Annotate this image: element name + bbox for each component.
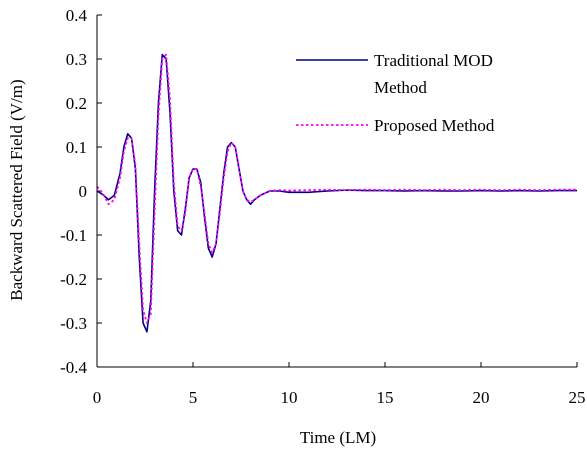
y-axis-title: Backward Scattered Field (V/m) <box>7 79 26 300</box>
y-tick-label: 0.2 <box>66 94 87 113</box>
x-tick-label: 10 <box>281 388 298 407</box>
x-tick-label: 20 <box>473 388 490 407</box>
x-tick-label: 15 <box>377 388 394 407</box>
legend-label-2: Proposed Method <box>374 116 495 135</box>
legend-label-1: Method <box>374 78 427 97</box>
axes-layer <box>96 15 577 368</box>
y-tick-label: 0.3 <box>66 50 87 69</box>
y-tick-label: 0.1 <box>66 138 87 157</box>
y-tick-label: 0.4 <box>66 6 88 25</box>
series-line-2 <box>96 53 577 324</box>
y-tick-label: 0 <box>79 182 88 201</box>
legend: Traditional MOD Method Proposed Method <box>296 51 495 135</box>
ticks-layer: 0.4 0.3 0.2 0.1 0 -0.1 -0.2 -0.3 -0.4 0 5 10 15 20 25 <box>60 6 585 407</box>
y-tick-label: -0.4 <box>60 358 87 377</box>
y-tick-label: -0.3 <box>60 314 87 333</box>
series-layer <box>96 53 577 333</box>
x-tick-label: 5 <box>189 388 198 407</box>
series-line-1 <box>96 53 577 333</box>
y-tick-label: -0.2 <box>60 270 87 289</box>
x-axis-title: Time (LM) <box>300 428 376 447</box>
x-tick-label: 0 <box>93 388 102 407</box>
legend-label-1: Traditional MOD <box>374 51 493 70</box>
x-tick-label: 25 <box>569 388 586 407</box>
y-tick-label: -0.1 <box>60 226 87 245</box>
y-axis-title-group: Backward Scattered Field (V/m) <box>7 79 26 300</box>
